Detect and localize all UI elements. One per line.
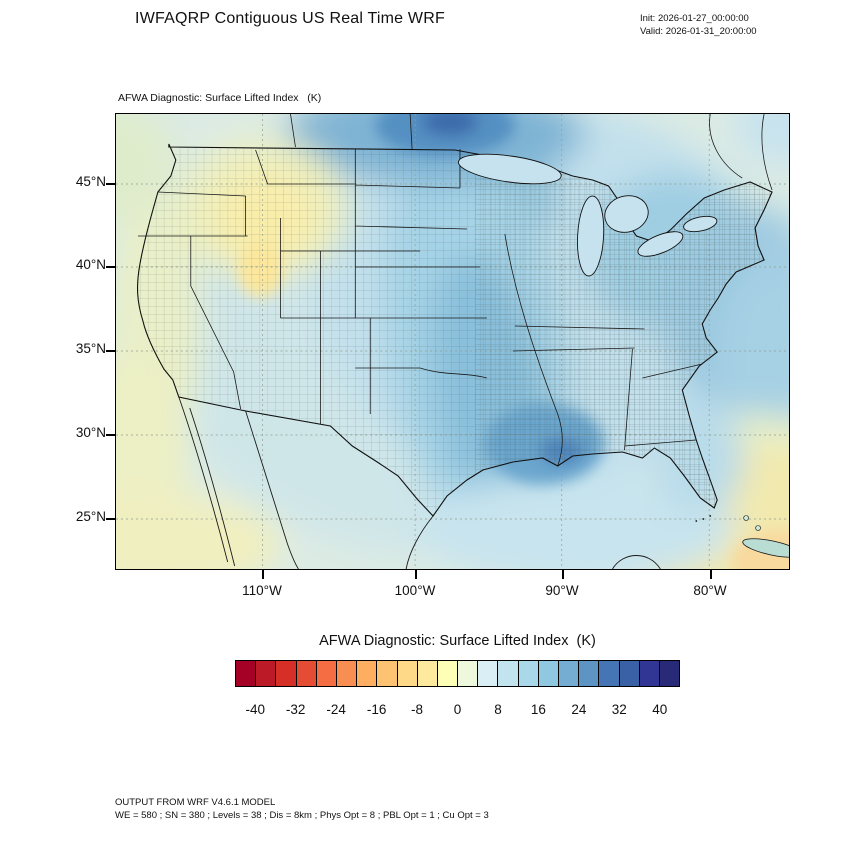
- init-label: Init: 2026-01-27_00:00:00: [640, 13, 749, 24]
- colorbar-cell: [578, 660, 600, 687]
- lon-tick-label: 90°W: [545, 583, 579, 598]
- islands: [695, 515, 789, 558]
- colorbar-tick-label: 24: [571, 702, 587, 717]
- colorbar-cell: [396, 660, 418, 687]
- colorbar-tick-label: 16: [530, 702, 546, 717]
- us-outline: [136, 143, 773, 517]
- lat-tick-mark: [106, 350, 115, 352]
- colorbar-ticklabels: -40 -32 -24 -16 -8 0 8 16 24 32 40: [235, 702, 680, 720]
- map-frame: [115, 113, 790, 570]
- lat-tick-label: 45°N: [75, 174, 106, 189]
- lon-tick-mark: [415, 570, 417, 579]
- colorbar-title: AFWA Diagnostic: Surface Lifted Index (K…: [319, 633, 596, 649]
- lon-tick-label: 80°W: [693, 583, 727, 598]
- lon-axis: 110°W 100°W 90°W 80°W: [115, 583, 790, 603]
- colorbar-cell: [457, 660, 479, 687]
- colorbar-cell: [275, 660, 297, 687]
- lat-tick-mark: [106, 434, 115, 436]
- colorbar-cell: [537, 660, 559, 687]
- colorbar-tick-label: -8: [411, 702, 424, 717]
- great-lakes: [458, 153, 718, 277]
- colorbar-tick-label: 40: [652, 702, 668, 717]
- lon-tickmarks: [115, 570, 790, 579]
- us-map: [116, 114, 789, 569]
- colorbar-cell: [517, 660, 539, 687]
- lat-tick-mark: [106, 266, 115, 268]
- lat-tick-label: 25°N: [75, 509, 106, 524]
- footer-line1: OUTPUT FROM WRF V4.6.1 MODEL: [115, 797, 276, 808]
- colorbar-cell: [618, 660, 640, 687]
- colorbar-tick-label: -24: [326, 702, 346, 717]
- colorbar-tick-label: 32: [611, 702, 627, 717]
- colorbar-cell: [477, 660, 499, 687]
- lat-tick-label: 40°N: [75, 257, 106, 272]
- colorbar-cell: [436, 660, 459, 687]
- lon-tick-label: 110°W: [242, 583, 282, 598]
- field-label: AFWA Diagnostic: Surface Lifted Index (K…: [118, 92, 322, 104]
- lat-tick-mark: [106, 183, 115, 185]
- colorbar-cell: [255, 660, 277, 687]
- colorbar-cell: [416, 660, 438, 687]
- lon-tick-mark: [262, 570, 264, 579]
- lon-tick-mark: [710, 570, 712, 579]
- mexico-outline: [178, 396, 661, 569]
- colorbar-cell: [235, 660, 257, 687]
- colorbar-tick-label: 0: [453, 702, 462, 717]
- lat-axis: 45°N 40°N 35°N 30°N 25°N: [38, 113, 106, 570]
- footer-note: OUTPUT FROM WRF V4.6.1 MODEL WE = 580 ; …: [115, 796, 489, 822]
- init-valid-stamp: Init: 2026-01-27_00:00:00 Valid: 2026-01…: [640, 12, 757, 38]
- lon-tick-mark: [562, 570, 564, 579]
- colorbar-tick-label: -40: [245, 702, 265, 717]
- footer-line2: WE = 580 ; SN = 380 ; Levels = 38 ; Dis …: [115, 810, 489, 821]
- colorbar-cell: [376, 660, 398, 687]
- colorbar-cell: [497, 660, 519, 687]
- colorbar-cell: [356, 660, 378, 687]
- colorbar-cells: [235, 660, 681, 687]
- lat-tickmarks: [106, 113, 115, 570]
- colorbar-cell: [558, 660, 580, 687]
- canada-borders: [290, 114, 773, 191]
- colorbar-tick-label: -16: [366, 702, 387, 717]
- lon-tick-label: 100°W: [394, 583, 436, 598]
- colorbar-tick-label: -32: [285, 702, 306, 717]
- colorbar-cell: [598, 660, 620, 687]
- colorbar-cell: [315, 660, 337, 687]
- colorbar-cell: [638, 660, 660, 687]
- colorbar-tick-label: 8: [494, 702, 502, 717]
- colorbar-cell: [335, 660, 358, 687]
- lat-tick-label: 35°N: [75, 341, 106, 356]
- colorbar-cell: [658, 660, 681, 687]
- colorbar-cell: [295, 660, 317, 687]
- lat-tick-label: 30°N: [75, 425, 106, 440]
- lat-tick-mark: [106, 518, 115, 520]
- valid-label: Valid: 2026-01-31_20:00:00: [640, 26, 757, 37]
- page-title: IWFAQRP Contiguous US Real Time WRF: [135, 10, 445, 27]
- state-borders: [137, 149, 703, 467]
